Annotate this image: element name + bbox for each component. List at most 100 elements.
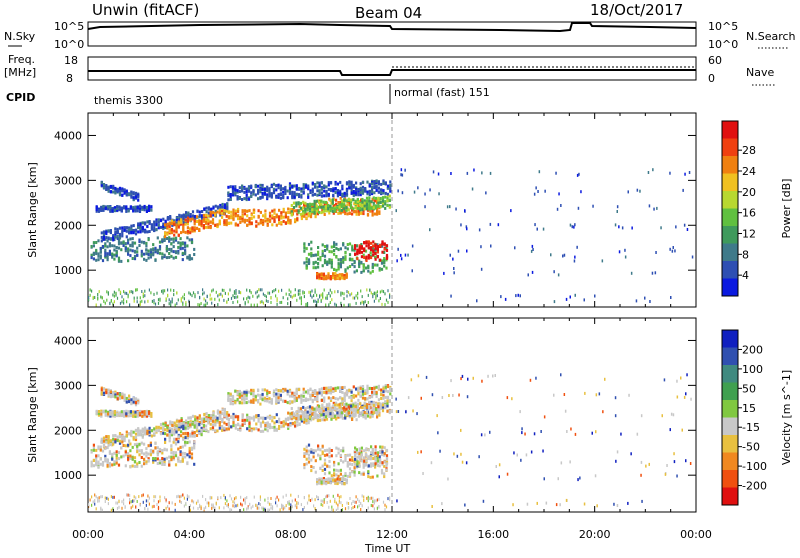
scatter-cell bbox=[325, 415, 327, 418]
scatter-cell bbox=[255, 423, 257, 426]
scatter-cell bbox=[223, 421, 225, 424]
scatter-cell bbox=[124, 188, 126, 191]
scatter-cell bbox=[381, 303, 382, 306]
scatter-cell bbox=[360, 182, 362, 185]
scatter-cell bbox=[368, 401, 370, 404]
scatter-cell bbox=[132, 257, 134, 260]
scatter-cell bbox=[299, 297, 300, 300]
scatter-cell bbox=[303, 448, 305, 451]
scatter-cell bbox=[180, 430, 182, 433]
scatter-cell bbox=[350, 206, 352, 209]
scatter-cell bbox=[287, 297, 288, 300]
scatter-cell bbox=[315, 215, 317, 218]
scatter-cell bbox=[126, 230, 128, 233]
scatter-cell bbox=[344, 192, 346, 195]
scatter-cell bbox=[341, 193, 343, 196]
scatter-cell bbox=[453, 271, 455, 274]
scatter-cell bbox=[126, 300, 127, 303]
scatter-cell bbox=[309, 388, 311, 391]
scatter-cell bbox=[384, 460, 386, 463]
scatter-cell bbox=[332, 207, 334, 210]
scatter-cell bbox=[302, 411, 304, 414]
scatter-cell bbox=[151, 225, 153, 228]
scatter-cell bbox=[201, 433, 203, 436]
scatter-cell bbox=[306, 267, 308, 270]
scatter-cell bbox=[116, 457, 118, 460]
scatter-cell bbox=[365, 267, 367, 270]
scatter-cell bbox=[385, 181, 387, 184]
scatter-cell bbox=[347, 464, 349, 467]
scatter-cell bbox=[254, 304, 255, 307]
scatter-cell bbox=[137, 226, 139, 229]
scatter-cell bbox=[246, 397, 248, 400]
scatter-cell bbox=[373, 401, 375, 404]
scatter-cell bbox=[222, 289, 223, 292]
scatter-cell bbox=[237, 428, 239, 431]
scatter-cell bbox=[367, 470, 369, 473]
scatter-cell bbox=[304, 208, 306, 211]
scatter-cell bbox=[252, 190, 254, 193]
scatter-cell bbox=[309, 398, 311, 401]
scatter-cell bbox=[129, 443, 131, 446]
scatter-cell bbox=[414, 191, 416, 194]
scatter-cell bbox=[173, 257, 175, 260]
scatter-cell bbox=[207, 223, 209, 226]
scatter-cell bbox=[170, 458, 172, 461]
scatter-cell bbox=[111, 453, 113, 456]
scatter-cell bbox=[143, 293, 144, 296]
scatter-cell bbox=[167, 289, 168, 292]
scatter-cell bbox=[343, 292, 344, 295]
scatter-cell bbox=[337, 386, 339, 389]
scatter-cell bbox=[479, 228, 481, 231]
scatter-cell bbox=[223, 414, 225, 417]
scatter-cell bbox=[313, 262, 315, 265]
scatter-cell bbox=[349, 303, 350, 306]
scatter-cell bbox=[303, 190, 305, 193]
scatter-cell bbox=[137, 401, 139, 404]
scatter-cell bbox=[137, 288, 138, 291]
scatter-cell bbox=[146, 430, 148, 433]
scatter-cell bbox=[293, 414, 295, 417]
scatter-cell bbox=[349, 458, 351, 461]
scatter-cell bbox=[189, 447, 191, 450]
scatter-cell bbox=[235, 424, 237, 427]
scatter-cell bbox=[397, 248, 399, 251]
scatter-cell bbox=[314, 193, 316, 196]
scatter-cell bbox=[290, 291, 291, 294]
scatter-cell bbox=[321, 399, 323, 402]
scatter-cell bbox=[384, 207, 386, 210]
scatter-cell bbox=[144, 300, 145, 303]
scatter-cell bbox=[112, 443, 114, 446]
scatter-cell bbox=[331, 250, 333, 253]
scatter-cell bbox=[245, 301, 246, 304]
scatter-cell bbox=[383, 475, 385, 478]
scatter-cell bbox=[127, 247, 129, 250]
scatter-cell bbox=[136, 254, 138, 257]
scatter-cell bbox=[216, 291, 217, 294]
scatter-cell bbox=[333, 268, 335, 271]
scatter-cell bbox=[310, 451, 312, 454]
cpid-label: CPID bbox=[6, 91, 35, 104]
scatter-cell bbox=[369, 387, 371, 390]
scatter-cell bbox=[91, 256, 93, 259]
scatter-cell bbox=[344, 459, 346, 462]
scatter-cell bbox=[262, 393, 264, 396]
scatter-cell bbox=[216, 211, 218, 214]
scatter-cell bbox=[287, 196, 289, 199]
scatter-cell bbox=[164, 289, 165, 292]
scatter-cell bbox=[161, 256, 163, 259]
scatter-cell bbox=[316, 408, 318, 411]
scatter-cell bbox=[353, 190, 355, 193]
scatter-cell bbox=[376, 475, 378, 478]
scatter-cell bbox=[170, 451, 172, 454]
scatter-cell bbox=[125, 247, 127, 250]
scatter-cell bbox=[128, 432, 130, 435]
scatter-cell bbox=[171, 431, 173, 434]
scatter-cell bbox=[307, 193, 309, 196]
scatter-cell bbox=[242, 423, 244, 426]
scatter-cell bbox=[376, 189, 378, 192]
scatter-cell bbox=[246, 190, 248, 193]
scatter-cell bbox=[412, 269, 414, 272]
scatter-cell bbox=[345, 403, 347, 406]
scatter-cell bbox=[287, 412, 289, 415]
